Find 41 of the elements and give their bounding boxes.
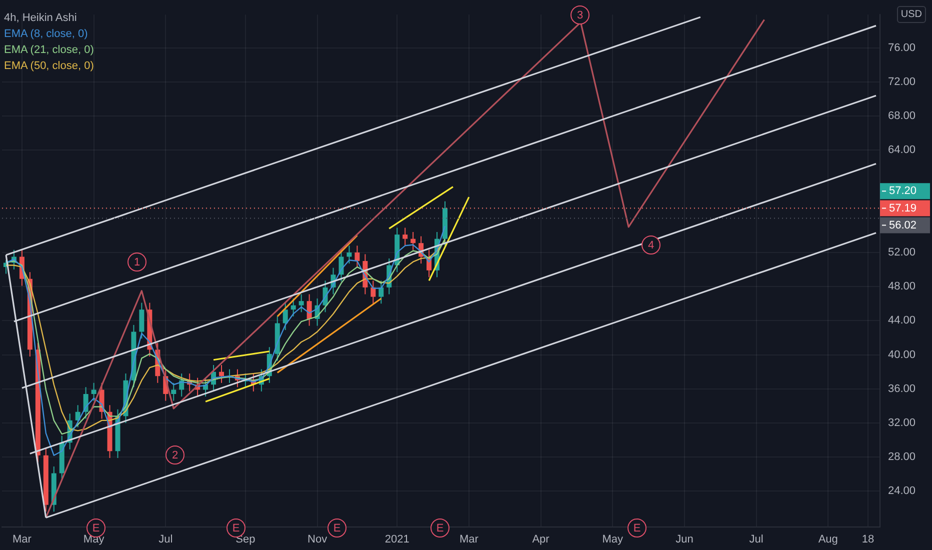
annotation: E	[92, 522, 100, 535]
ref-line-label: 56.02	[889, 219, 917, 232]
x-tick-label: May	[602, 534, 624, 546]
annotation: E	[232, 522, 240, 535]
text: EMA (8, close, 0)	[4, 27, 89, 42]
text: EMA (50, close, 0)	[4, 59, 94, 74]
y-tick-label: 32.00	[888, 417, 916, 430]
x-tick-label: Aug	[818, 534, 838, 546]
ref-line-label: 57.20	[889, 185, 917, 198]
y-tick-label: 48.00	[888, 280, 916, 293]
ref-line-label: 57.19	[889, 202, 917, 214]
x-tick-label: Nov	[308, 534, 328, 546]
y-tick-label: 36.00	[888, 382, 916, 395]
y-tick-label: 40.00	[888, 348, 916, 361]
annotation: E	[633, 522, 641, 535]
x-tick-label: Mar	[459, 534, 479, 546]
y-tick-label: 44.00	[888, 314, 916, 327]
chart-title: 4h, Heikin Ashi	[4, 11, 78, 26]
x-tick-label: Apr	[532, 534, 550, 546]
x-tick-label: Jun	[676, 534, 694, 546]
y-tick-label: 28.00	[888, 451, 916, 464]
annotation: E	[436, 522, 444, 535]
x-tick-label: Jul	[749, 534, 764, 546]
annotation: 1	[134, 256, 140, 269]
x-tick-label: Jul	[158, 534, 173, 546]
x-tick-label: May	[83, 534, 105, 546]
annotation: 4	[648, 240, 654, 252]
y-tick-label: 52.00	[888, 246, 916, 258]
x-tick-label: Mar	[12, 534, 32, 546]
y-axis-title: USD	[896, 6, 926, 23]
annotation: 3	[576, 10, 584, 22]
y-tick-label: 68.00	[888, 110, 916, 122]
annotation: E	[333, 522, 341, 535]
text: EMA (21, close, 0)	[4, 43, 94, 58]
y-tick-label: 64.00	[888, 144, 916, 156]
y-tick-label: 72.00	[888, 76, 916, 88]
annotation: 2	[172, 450, 178, 462]
x-tick-label: 18	[862, 534, 874, 546]
x-tick-label: 2021	[384, 534, 410, 546]
y-tick-label: 76.00	[888, 42, 916, 54]
y-tick-label: 24.00	[888, 485, 916, 498]
